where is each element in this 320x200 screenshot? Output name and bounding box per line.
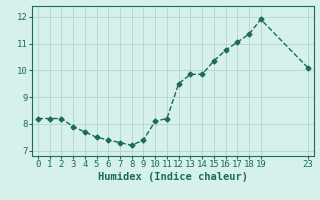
X-axis label: Humidex (Indice chaleur): Humidex (Indice chaleur) xyxy=(98,172,248,182)
